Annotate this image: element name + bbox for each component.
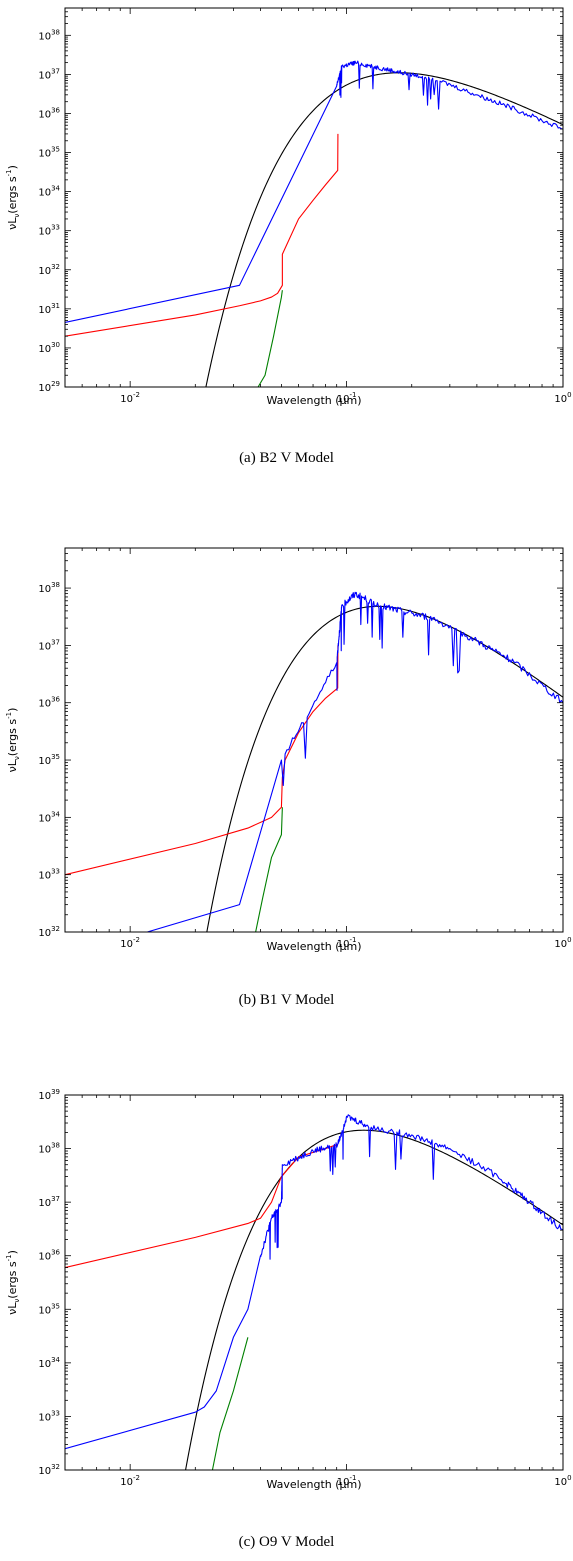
chart-caption-b: (b) B1 V Model bbox=[238, 992, 335, 1008]
series-line bbox=[65, 1143, 338, 1269]
y-tick-label: 1038 bbox=[38, 581, 60, 595]
y-tick-label: 1032 bbox=[38, 925, 60, 939]
y-tick-label: 1034 bbox=[38, 1356, 60, 1370]
y-tick-label: 1035 bbox=[38, 753, 60, 767]
chart-panel-a: 10-2 10-1 100 1029 1030 1031 1032 1033 1034 1035 1… bbox=[0, 0, 573, 500]
series-line bbox=[206, 605, 563, 932]
series-line bbox=[65, 645, 339, 876]
chart-caption-a: (a) B2 V Model bbox=[239, 450, 334, 466]
x-axis-label: Wavelength (μm) bbox=[266, 394, 361, 407]
series-line bbox=[185, 1129, 563, 1470]
x-tick-label: 10-2 bbox=[120, 936, 140, 950]
y-tick-label: 1034 bbox=[38, 185, 60, 199]
series-line bbox=[65, 1114, 563, 1450]
plot-frame bbox=[64, 7, 564, 388]
y-tick-label: 1036 bbox=[38, 106, 60, 120]
y-tick-label: 1034 bbox=[38, 810, 60, 824]
y-tick-label: 1036 bbox=[38, 1249, 60, 1263]
y-tick-label: 1037 bbox=[38, 67, 60, 81]
x-tick-label: 100 bbox=[554, 391, 571, 405]
chart-a: 10-2 10-1 100 1029 1030 1031 1032 1033 1034 1035 1… bbox=[5, 7, 572, 407]
plot-area bbox=[65, 591, 563, 932]
y-tick-label: 1037 bbox=[38, 638, 60, 652]
y-tick-label: 1033 bbox=[38, 224, 60, 238]
y-tick-label: 1032 bbox=[38, 1463, 60, 1477]
plot-frame bbox=[64, 547, 564, 933]
plot-area bbox=[65, 1114, 563, 1470]
chart-c: 10-2 10-1 100 1032 1033 1034 1035 1036 1037 1038 1… bbox=[5, 1088, 572, 1491]
y-tick-label: 1031 bbox=[38, 302, 60, 316]
series-line bbox=[65, 133, 339, 337]
x-tick-label: 10-1 bbox=[337, 936, 357, 950]
series-line bbox=[205, 72, 563, 387]
y-axis-label: νLν(ergs s-1) bbox=[5, 708, 21, 773]
chart-caption-c: (c) O9 V Model bbox=[238, 1534, 335, 1550]
series-line bbox=[257, 290, 283, 387]
x-tick-label: 10-2 bbox=[120, 391, 140, 405]
series-line bbox=[65, 60, 563, 323]
chart-panel-c: 10-2 10-1 100 1032 1033 1034 1035 1036 1037 1038 1… bbox=[0, 1080, 573, 1561]
y-tick-label: 1039 bbox=[38, 1088, 60, 1102]
x-tick-label: 10-1 bbox=[337, 1474, 357, 1488]
series-line bbox=[255, 807, 283, 932]
y-tick-label: 1032 bbox=[38, 263, 60, 277]
series-line bbox=[147, 591, 563, 932]
chart-b: 10-2 10-1 100 1032 1033 1034 1035 1036 1037 1038 W… bbox=[5, 547, 572, 953]
y-tick-label: 1033 bbox=[38, 1409, 60, 1423]
y-tick-label: 1030 bbox=[38, 341, 60, 355]
plot-area bbox=[65, 60, 563, 387]
y-tick-label: 1033 bbox=[38, 868, 60, 882]
y-tick-label: 1036 bbox=[38, 696, 60, 710]
y-tick-label: 1038 bbox=[38, 1142, 60, 1156]
series-line bbox=[211, 1337, 249, 1470]
y-axis-label: νLν(ergs s-1) bbox=[5, 1250, 21, 1315]
x-tick-label: 10-1 bbox=[337, 391, 357, 405]
y-tick-label: 1029 bbox=[38, 380, 60, 394]
x-axis-label: Wavelength (μm) bbox=[266, 940, 361, 953]
x-tick-label: 100 bbox=[554, 936, 571, 950]
x-tick-label: 100 bbox=[554, 1474, 571, 1488]
plot-frame bbox=[64, 1094, 564, 1471]
y-tick-label: 1037 bbox=[38, 1195, 60, 1209]
y-tick-label: 1035 bbox=[38, 1302, 60, 1316]
x-tick-label: 10-2 bbox=[120, 1474, 140, 1488]
x-axis-label: Wavelength (μm) bbox=[266, 1478, 361, 1491]
y-tick-label: 1035 bbox=[38, 146, 60, 160]
y-axis-label: νLν(ergs s-1) bbox=[5, 165, 21, 230]
chart-panel-b: 10-2 10-1 100 1032 1033 1034 1035 1036 1037 1038 W… bbox=[0, 530, 573, 1030]
y-tick-label: 1038 bbox=[38, 28, 60, 42]
